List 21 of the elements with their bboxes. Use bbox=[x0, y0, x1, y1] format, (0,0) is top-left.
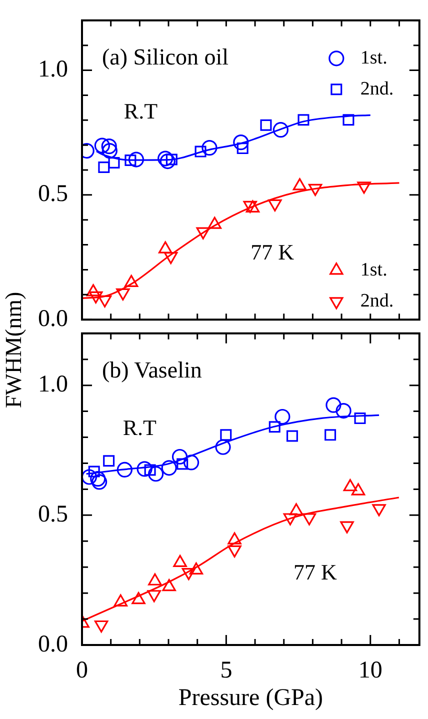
annotation: R.T bbox=[124, 98, 158, 124]
x-tick-label: 0 bbox=[76, 658, 88, 684]
x-tick-label: 10 bbox=[358, 658, 382, 684]
legend-label: 2nd. bbox=[360, 290, 394, 312]
y-tick-label: 1.0 bbox=[38, 372, 68, 398]
annotation: 77 K bbox=[250, 239, 294, 264]
y-tick-label: 1.0 bbox=[38, 56, 68, 83]
text: (b) Vaselin bbox=[102, 357, 202, 382]
y-tick-label: 0.5 bbox=[38, 501, 68, 528]
legend-label: 1st. bbox=[360, 259, 388, 280]
x-tick-label: 5 bbox=[220, 658, 232, 684]
annotation: 77 K bbox=[293, 560, 337, 585]
x-axis-title: Pressure (GPa) bbox=[178, 684, 324, 711]
legend-label: 1st. bbox=[360, 47, 388, 68]
y-tick-label: 0.5 bbox=[38, 181, 68, 208]
y-axis-title: FWHM(nm) bbox=[1, 292, 27, 408]
y-tick-label: 0.0 bbox=[38, 631, 68, 658]
text: (a) Silicon oil bbox=[102, 44, 228, 70]
annotation: R.T bbox=[122, 414, 158, 440]
y-tick-label: 0.0 bbox=[38, 306, 68, 332]
legend-label: 2nd. bbox=[360, 78, 394, 100]
